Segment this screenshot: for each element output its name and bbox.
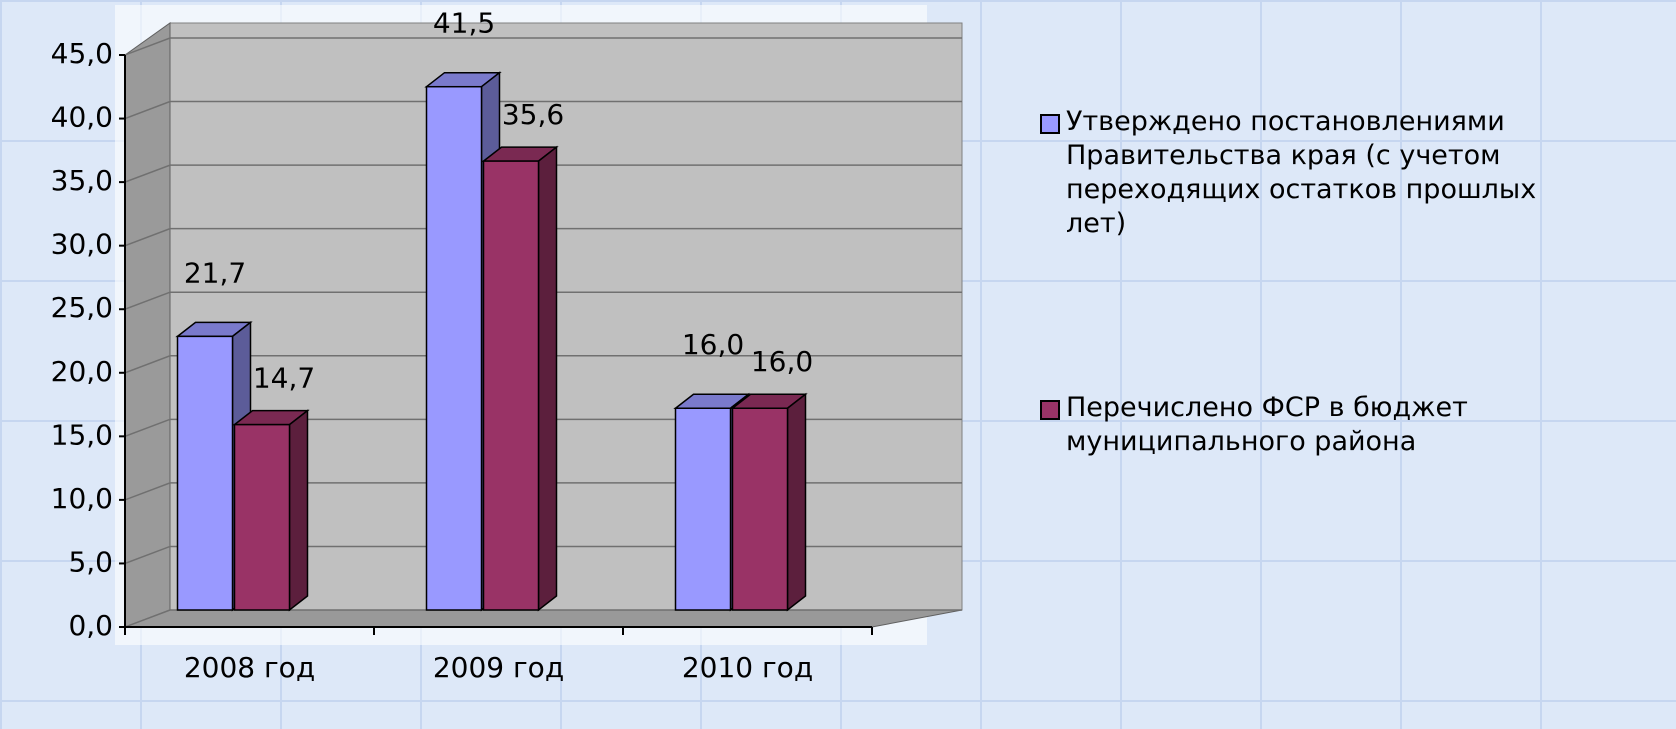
grid-line: [124, 291, 962, 310]
grid-line: [124, 100, 962, 120]
y-tick-label: 15,0: [51, 418, 113, 451]
bar-side: [288, 409, 309, 612]
bar: [233, 423, 291, 611]
legend-entry: Утверждено постановлениями Правительства…: [1040, 105, 1586, 241]
legend-label: Перечислено ФСР в бюджет муниципального …: [1066, 392, 1468, 457]
value-label: 16,0: [682, 328, 744, 361]
value-label: 14,7: [253, 362, 315, 395]
grid-line: [124, 355, 962, 374]
y-tick-label: 45,0: [51, 37, 113, 70]
y-tick-label: 0,0: [68, 609, 113, 642]
grid-line: [124, 164, 962, 183]
floor: [124, 609, 963, 628]
legend-label: Утверждено постановлениями Правительства…: [1066, 106, 1537, 239]
x-tick-label: 2008 год: [184, 651, 315, 684]
y-tick-label: 5,0: [68, 545, 113, 578]
bar-side: [786, 392, 807, 612]
y-tick-label: 30,0: [51, 228, 113, 261]
grid-line: [124, 37, 962, 56]
bar: [176, 335, 234, 611]
legend: Утверждено постановлениями Правительства…: [1040, 105, 1660, 459]
value-label: 35,6: [502, 98, 564, 131]
x-tick-label: 2010 год: [682, 651, 813, 684]
y-tick-label: 35,0: [51, 164, 113, 197]
bar: [425, 85, 483, 611]
bar: [731, 407, 789, 611]
bar-side: [537, 145, 558, 612]
legend-swatch: [1040, 400, 1060, 420]
bar: [482, 160, 540, 611]
x-tick-label: 2009 год: [433, 651, 564, 684]
y-tick-label: 25,0: [51, 291, 113, 324]
value-label: 41,5: [433, 7, 495, 40]
value-label: 16,0: [751, 345, 813, 378]
value-label: 21,7: [184, 256, 246, 289]
bar: [674, 407, 732, 611]
legend-entry: Перечислено ФСР в бюджет муниципального …: [1040, 391, 1586, 459]
y-tick-label: 40,0: [51, 101, 113, 134]
side-wall: [124, 22, 171, 628]
legend-swatch: [1040, 114, 1060, 134]
y-tick-label: 20,0: [51, 355, 113, 388]
grid-line: [124, 227, 962, 247]
y-tick-label: 10,0: [51, 482, 113, 515]
